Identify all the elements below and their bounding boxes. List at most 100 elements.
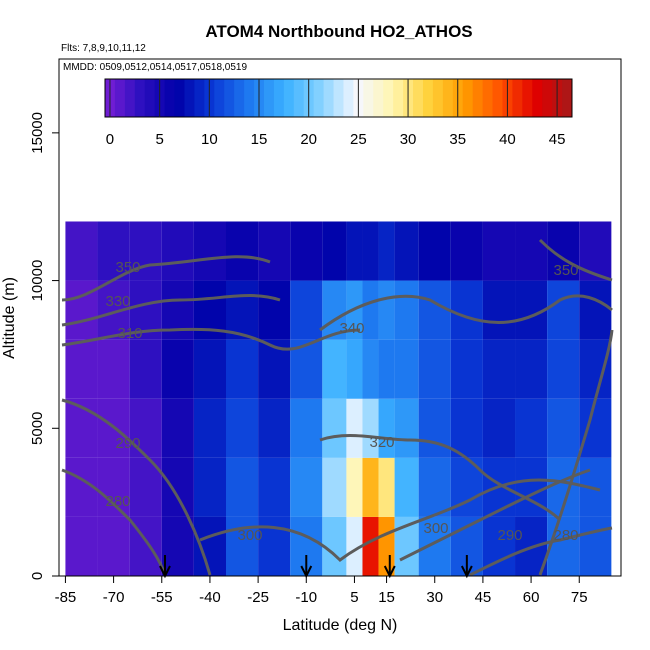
colorbar-swatch — [383, 79, 394, 117]
colorbar-swatch — [472, 79, 484, 117]
heatmap-cell — [346, 398, 363, 458]
heatmap-cell — [547, 280, 580, 340]
colorbar-frame — [104, 78, 573, 118]
heatmap-cell — [193, 221, 226, 281]
heatmap-cell — [258, 398, 291, 458]
heatmap-cell — [418, 398, 451, 458]
contour-label: 340 — [339, 320, 364, 337]
heatmap — [65, 221, 612, 576]
heatmap-cell — [65, 516, 98, 576]
colorbar-swatch — [532, 79, 543, 117]
x-tick-label: 60 — [523, 589, 540, 606]
colorbar-swatch — [273, 79, 285, 117]
colorbar-swatch — [462, 79, 474, 117]
colorbar-swatch — [482, 79, 494, 117]
heatmap-cell — [378, 221, 395, 281]
heatmap-cell — [394, 221, 419, 281]
colorbar-swatch — [114, 79, 126, 117]
colorbar-tick-label: 25 — [350, 131, 367, 148]
isentrope-contours — [61, 238, 614, 577]
x-tick-label: -55 — [151, 589, 173, 606]
heatmap-cell — [394, 398, 419, 458]
colorbar-swatch — [442, 79, 454, 117]
colorbar-swatch — [124, 79, 136, 117]
contour-label: 290 — [497, 527, 522, 544]
colorbar-swatch — [343, 79, 354, 117]
contour-line — [319, 434, 562, 522]
contour-line — [319, 294, 613, 332]
heatmap-cell — [547, 398, 580, 458]
heatmap-cell — [97, 516, 130, 576]
contour-line — [538, 329, 614, 576]
contour-label: 320 — [369, 434, 394, 451]
colorbar-swatch — [422, 79, 434, 117]
heatmap-cell — [129, 398, 162, 458]
y-axis-title: Altitude (m) — [1, 277, 18, 359]
contour-line — [61, 468, 167, 576]
heatmap-cell — [322, 280, 347, 340]
colorbar-swatch — [283, 79, 295, 117]
heatmap-cell — [225, 457, 259, 517]
heatmap-cell — [346, 221, 363, 281]
contour-line — [61, 398, 212, 576]
heatmap-cell — [65, 339, 98, 399]
colorbar-swatch — [263, 79, 275, 117]
colorbar-swatch — [174, 79, 185, 117]
y-tick-label: 5000 — [29, 412, 46, 445]
x-axis: -85 -70 -55 -40 -25 -10 5 15 30 45 60 75 — [55, 576, 588, 606]
colorbar-swatch — [393, 79, 404, 117]
heatmap-cell — [161, 457, 194, 517]
colorbar-tick-label: 35 — [449, 131, 466, 148]
heatmap-cell — [258, 457, 291, 517]
colorbar-swatch — [194, 79, 205, 117]
heatmap-cell — [579, 221, 612, 281]
heatmap-cell — [394, 457, 419, 517]
contour-labels: 350 330 310 290 280 300 340 320 300 290 280 350 — [105, 259, 578, 544]
colorbar-swatch — [373, 79, 384, 117]
colorbar-swatch — [522, 79, 533, 117]
colorbar-tick-label: 45 — [549, 131, 566, 148]
colorbar-swatch — [323, 79, 335, 117]
heatmap-cell — [482, 339, 516, 399]
heatmap-cell — [193, 457, 226, 517]
heatmap-cell — [97, 339, 130, 399]
contour-line — [538, 238, 613, 282]
colorbar-swatch — [492, 79, 503, 117]
heatmap-cell — [322, 221, 347, 281]
contour-label: 300 — [423, 520, 448, 537]
heatmap-cell — [450, 398, 483, 458]
heatmap-cell — [322, 457, 347, 517]
colorbar-tick-label: 10 — [201, 131, 218, 148]
contour-label: 280 — [553, 527, 578, 544]
heatmap-cell — [225, 221, 259, 281]
heatmap-cell — [322, 398, 347, 458]
heatmap-cell — [65, 221, 98, 281]
heatmap-cell — [97, 457, 130, 517]
colorbar-swatch — [134, 79, 146, 117]
heatmap-cell — [482, 398, 516, 458]
colorbar-swatch — [363, 79, 374, 117]
heatmap-cell — [515, 339, 548, 399]
colorbar-swatch — [214, 79, 225, 117]
colorbar-swatch — [224, 79, 235, 117]
heatmap-cell — [362, 280, 379, 340]
heatmap-cell — [547, 516, 580, 576]
contour-line — [469, 526, 613, 577]
colorbar-swatch — [562, 79, 573, 117]
x-axis-title: Latitude (deg N) — [283, 617, 398, 634]
heatmap-cell — [482, 280, 516, 340]
colorbar-tick-label: 20 — [300, 131, 317, 148]
colorbar-swatch — [164, 79, 176, 117]
heatmap-cell — [579, 516, 612, 576]
x-tick-label: 15 — [378, 589, 395, 606]
colorbar-swatch — [413, 79, 424, 117]
heatmap-cell — [346, 457, 363, 517]
heatmap-cell — [362, 221, 379, 281]
heatmap-cell — [515, 221, 548, 281]
heatmap-cell — [394, 280, 419, 340]
y-tick-label: 10000 — [29, 260, 46, 302]
colorbar-swatch — [432, 79, 444, 117]
heatmap-cell — [161, 398, 194, 458]
x-tick-label: 30 — [426, 589, 443, 606]
